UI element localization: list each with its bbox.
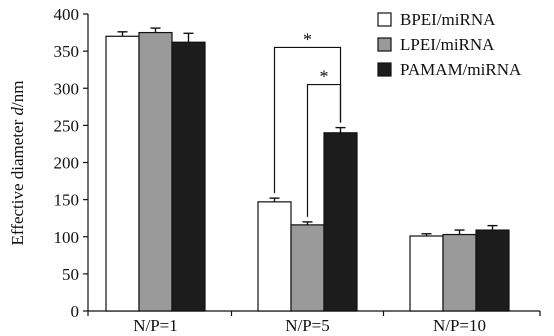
- y-tick-label: 150: [54, 191, 80, 210]
- y-tick-label: 250: [54, 116, 80, 135]
- legend-label: PAMAM/miRNA: [400, 60, 522, 79]
- y-axis-title: Effective diameter d/nm: [8, 81, 27, 246]
- significance-marker: *: [303, 29, 312, 49]
- significance-marker: *: [320, 67, 329, 87]
- x-axis-categories: N/P=1 N/P=5 N/P=10: [87, 311, 541, 335]
- bar: [442, 233, 477, 312]
- y-axis-title-variable: d: [8, 107, 27, 116]
- legend-swatch: [377, 12, 392, 27]
- bar: [138, 31, 173, 312]
- bar: [257, 201, 292, 312]
- legend-label: BPEI/miRNA: [400, 10, 496, 29]
- bar: [290, 224, 325, 312]
- x-category-label: N/P=5: [285, 316, 330, 335]
- bar: [475, 229, 510, 312]
- legend-label: LPEI/miRNA: [400, 35, 495, 54]
- significance-brackets: **: [273, 29, 342, 217]
- bar: [409, 235, 444, 312]
- plot-area: [87, 14, 540, 312]
- y-axis-title-prefix: Effective diameter: [8, 116, 27, 246]
- y-tick-label: 400: [54, 5, 80, 24]
- y-tick-label: 50: [62, 265, 79, 284]
- x-category-label: N/P=1: [133, 316, 178, 335]
- significance-bracket: [306, 83, 342, 217]
- x-category-label: N/P=10: [433, 316, 486, 335]
- legend-swatch: [377, 62, 392, 77]
- y-tick-label: 100: [54, 228, 80, 247]
- y-axis-ticks: 0 50 100 150 200 250 300 350 400: [54, 5, 88, 321]
- bar: [171, 41, 206, 312]
- y-axis-title-unit: /nm: [8, 81, 27, 107]
- bar: [105, 35, 140, 312]
- legend: BPEI/miRNA LPEI/miRNA PAMAM/miRNA: [377, 10, 522, 79]
- y-tick-label: 350: [54, 42, 80, 61]
- y-tick-label: 300: [54, 79, 80, 98]
- legend-swatch: [377, 37, 392, 52]
- y-tick-label: 200: [54, 154, 80, 173]
- bar: [323, 132, 358, 312]
- y-tick-label: 0: [71, 302, 80, 321]
